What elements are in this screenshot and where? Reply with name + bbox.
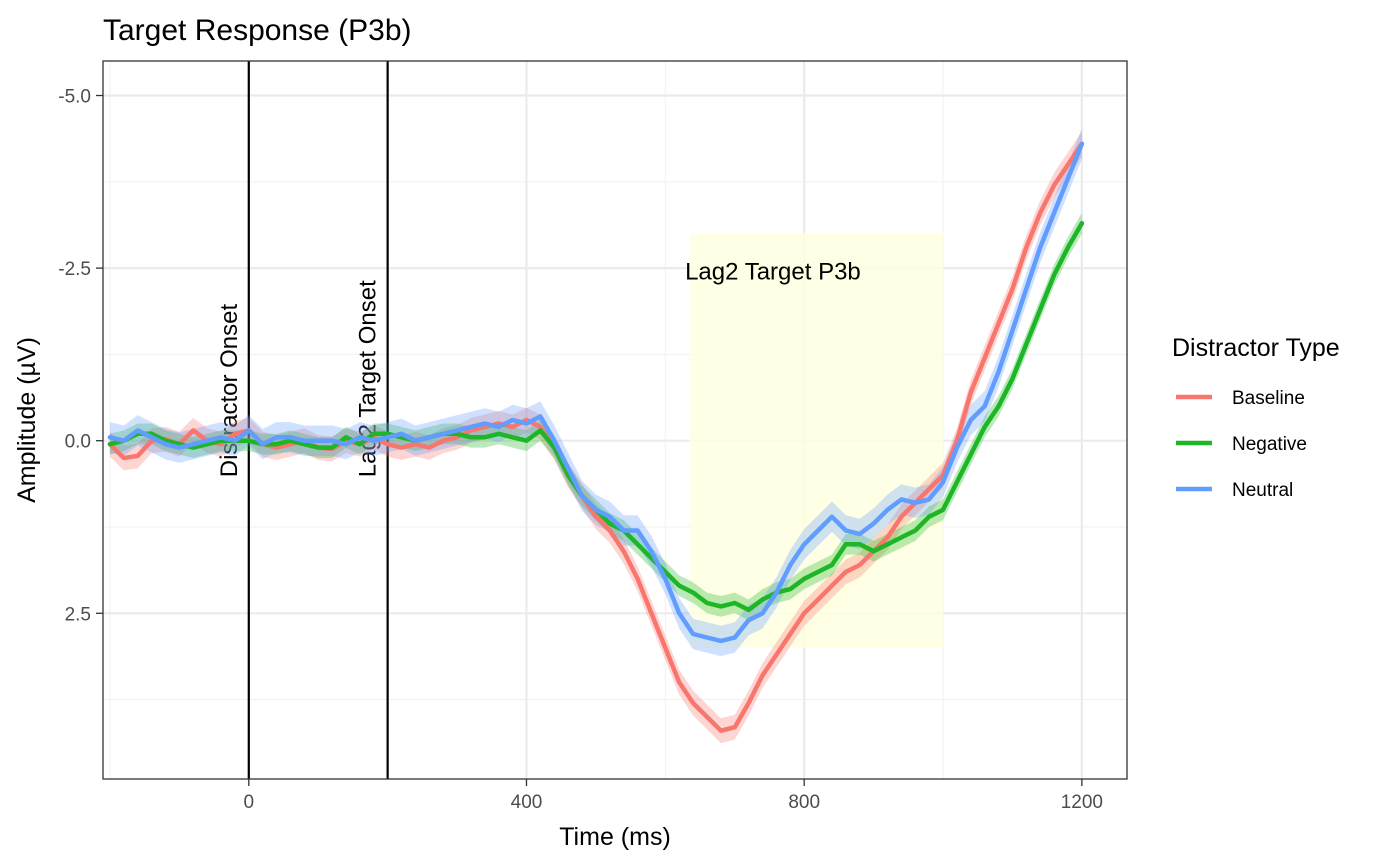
p3b-window-rect [689, 233, 944, 648]
line-baseline [107, 141, 1085, 733]
y-tick-label: -2.5 [58, 259, 91, 280]
y-tick-label: 2.5 [65, 604, 91, 625]
line-neutral [107, 141, 1085, 644]
chart-title: Target Response (P3b) [103, 14, 412, 47]
panel-border [102, 60, 1128, 780]
ribbon-baseline [109, 131, 1082, 744]
x-tick-label: 1200 [1061, 792, 1103, 813]
y-axis-title: Amplitude (µV) [13, 337, 41, 503]
vline-label-0: Distractor Onset [216, 304, 243, 478]
plot-panel: Lag2 Target P3b Distractor Onset Lag2 Tar… [102, 60, 1128, 780]
p3b-window-label: Lag2 Target P3b [685, 259, 861, 286]
legend-title: Distractor Type [1172, 334, 1340, 362]
grid-lines [103, 61, 1127, 779]
highlight-region: Lag2 Target P3b [685, 233, 944, 648]
y-axis: -5.0 -2.5 0.0 2.5 [58, 87, 103, 625]
legend-label-baseline: Baseline [1232, 388, 1305, 409]
x-tick-label: 400 [511, 792, 543, 813]
y-tick-label: 0.0 [65, 432, 91, 453]
x-axis: 0 400 800 1200 [244, 779, 1103, 813]
x-tick-label: 800 [788, 792, 820, 813]
legend: Distractor Type Baseline Negative Neutral [1172, 334, 1340, 501]
x-tick-label: 0 [244, 792, 255, 813]
x-axis-title: Time (ms) [559, 823, 671, 851]
legend-label-neutral: Neutral [1232, 480, 1293, 501]
y-tick-label: -5.0 [58, 87, 91, 108]
legend-label-negative: Negative [1232, 434, 1307, 455]
series-group [107, 128, 1085, 744]
